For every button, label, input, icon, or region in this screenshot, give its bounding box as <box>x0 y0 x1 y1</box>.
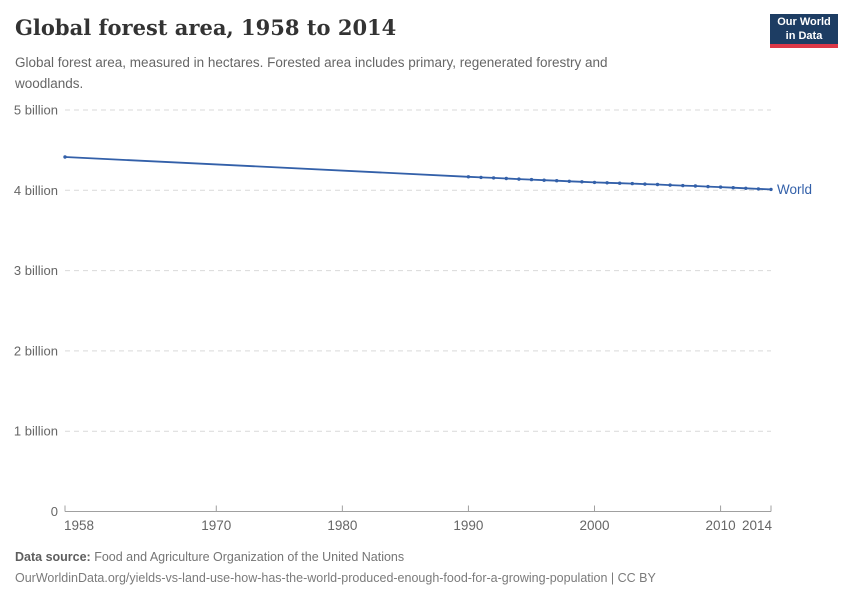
data-point-marker[interactable] <box>769 187 773 192</box>
data-point-marker[interactable] <box>744 186 748 190</box>
x-tick-label: 2000 <box>579 518 609 533</box>
page-title: Global forest area, 1958 to 2014 <box>15 15 397 40</box>
data-point-marker[interactable] <box>567 179 571 183</box>
data-point-marker[interactable] <box>504 176 508 181</box>
y-tick-label: 1 billion <box>14 424 58 439</box>
owid-logo[interactable]: Our World in Data <box>770 14 838 48</box>
owid-logo-line2: in Data <box>785 29 823 42</box>
data-point-marker[interactable] <box>491 176 496 180</box>
y-tick-label: 5 billion <box>14 103 58 118</box>
y-tick-label: 3 billion <box>14 263 58 278</box>
data-point-marker[interactable] <box>580 180 584 184</box>
data-point-marker[interactable] <box>756 187 761 191</box>
data-point-marker[interactable] <box>693 184 698 188</box>
data-source-line: Data source: Food and Agriculture Organi… <box>15 547 835 568</box>
data-source-label: Data source: <box>15 550 91 564</box>
data-point-marker[interactable] <box>63 155 67 159</box>
y-tick-label: 4 billion <box>14 183 58 198</box>
data-point-marker[interactable] <box>655 182 660 187</box>
citation-line: OurWorldinData.org/yields-vs-land-use-ho… <box>15 571 656 585</box>
data-point-marker[interactable] <box>529 177 534 182</box>
chart-footer: Data source: Food and Agriculture Organi… <box>15 547 835 589</box>
x-tick-label: 1990 <box>453 518 483 533</box>
data-point-marker[interactable] <box>731 186 735 190</box>
data-point-marker[interactable] <box>718 185 723 189</box>
data-point-marker[interactable] <box>630 181 634 186</box>
chart-subtitle: Global forest area, measured in hectares… <box>15 55 608 91</box>
x-tick-label: 2010 <box>706 518 736 533</box>
data-point-marker[interactable] <box>605 181 609 185</box>
data-point-marker[interactable] <box>517 177 521 181</box>
y-tick-label: 2 billion <box>14 343 58 358</box>
owid-logo-line1: Our World <box>777 16 831 28</box>
data-point-marker[interactable] <box>479 175 483 180</box>
data-point-marker[interactable] <box>592 180 597 185</box>
x-tick-label: 1970 <box>201 518 231 533</box>
x-tick-label: 2014 <box>742 518 773 533</box>
data-point-marker[interactable] <box>466 175 471 179</box>
data-point-marker[interactable] <box>706 184 710 189</box>
data-point-marker[interactable] <box>555 179 559 183</box>
data-point-marker[interactable] <box>618 181 622 185</box>
world-line[interactable] <box>64 156 772 191</box>
data-point-marker[interactable] <box>643 182 647 186</box>
x-tick-label: 1980 <box>327 518 357 533</box>
data-point-marker[interactable] <box>542 178 546 182</box>
world-series-label[interactable]: World <box>777 182 812 197</box>
x-tick-label: 1958 <box>64 518 94 533</box>
data-source-value: Food and Agriculture Organization of the… <box>94 550 405 564</box>
data-point-marker[interactable] <box>681 183 685 188</box>
data-point-marker[interactable] <box>668 183 672 187</box>
y-tick-label: 0 <box>51 504 58 519</box>
